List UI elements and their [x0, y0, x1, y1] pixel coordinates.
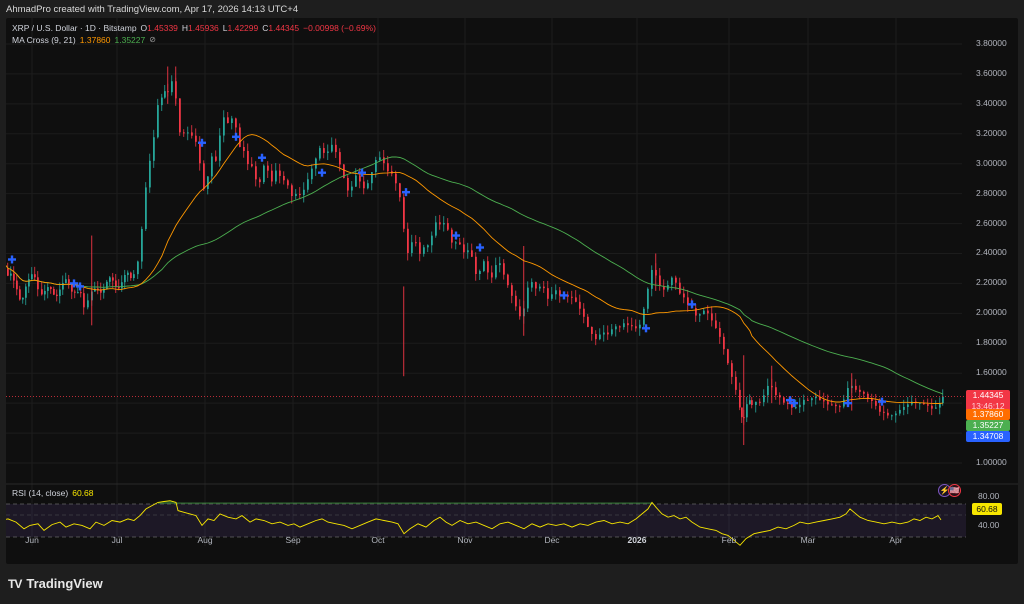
tradingview-brand: TV TradingView — [8, 576, 103, 591]
low-value: 1.42299 — [227, 23, 259, 33]
tradingview-logo-icon: TV — [8, 576, 22, 591]
time-tick-label: Dec — [544, 535, 560, 545]
ma-cross-marker — [476, 243, 484, 252]
ma-fast-tag: 1.37860 — [966, 409, 1010, 420]
price-tick-label: 2.80000 — [976, 187, 1007, 198]
brand-name: TradingView — [26, 576, 103, 591]
price-tick-label: 2.00000 — [976, 307, 1007, 318]
high-label: H — [181, 23, 189, 33]
economic-events[interactable]: ⚡ 🇺🇸 — [938, 484, 961, 497]
price-tick-label: 2.20000 — [976, 277, 1007, 288]
ma-row: MA Cross (9, 21) 1.37860 1.35227 ⊘ — [12, 34, 376, 46]
ma-cross-marker — [70, 279, 78, 288]
ma-cross-marker — [642, 324, 650, 333]
open-label: O — [140, 23, 148, 33]
price-tick-label: 2.60000 — [976, 217, 1007, 228]
time-tick-label: Sep — [285, 535, 301, 545]
right-edge — [1018, 18, 1024, 564]
time-tick-label: Feb — [721, 535, 737, 545]
time-tick-label: Aug — [197, 535, 213, 545]
low-label: L — [222, 23, 228, 33]
price-tick-label: 3.20000 — [976, 127, 1007, 138]
price-tick-label: 2.40000 — [976, 247, 1007, 258]
close-value: 1.44345 — [268, 23, 300, 33]
rsi-legend: RSI (14, close) 60.68 — [12, 488, 94, 498]
time-tick-label: Apr — [889, 535, 903, 545]
ma-slow-tag: 1.35227 — [966, 420, 1010, 431]
ohlc-row: XRP / U.S. Dollar · 1D · Bitstamp O 1.453… — [12, 22, 376, 34]
ma-cross-marker — [318, 168, 326, 177]
ma-fast-value: 1.37860 — [79, 35, 111, 45]
ma-cross-marker — [452, 231, 460, 240]
change-value: −0.00998 (−0.69%) — [303, 23, 376, 33]
price-tick-label: 1.00000 — [976, 456, 1007, 467]
open-value: 1.45339 — [147, 23, 178, 33]
rsi-level-80: 80.00 — [978, 491, 1000, 501]
high-value: 1.45936 — [188, 23, 219, 33]
price-tick-label: 3.00000 — [976, 157, 1007, 168]
price-tick-label: 1.80000 — [976, 337, 1007, 348]
bar-countdown: 13:46:12 — [971, 401, 1005, 411]
us-flag-icon[interactable]: 🇺🇸 — [948, 484, 961, 497]
ma-cross-marker — [76, 282, 84, 291]
ma-slow-value: 1.35227 — [114, 35, 146, 45]
symbol-name[interactable]: XRP / U.S. Dollar · 1D · Bitstamp — [12, 23, 137, 33]
symbol-legend: XRP / U.S. Dollar · 1D · Bitstamp O 1.453… — [12, 22, 376, 46]
last-price-value: 1.44345 — [972, 390, 1004, 400]
time-tick-label: Jul — [111, 535, 123, 545]
time-tick-label: 2026 — [627, 535, 647, 545]
ma-cross-marker — [402, 188, 410, 197]
time-tick-label: Oct — [371, 535, 385, 545]
ma-cross-marker — [358, 168, 366, 177]
chart-frame[interactable]: XRP / U.S. Dollar · 1D · Bitstamp O 1.453… — [6, 18, 1018, 564]
close-label: C — [262, 23, 269, 33]
credit-text: AhmadPro created with TradingView.com, A… — [6, 4, 299, 15]
price-tick-label: 3.80000 — [976, 38, 1007, 48]
ma-cross-marker — [878, 397, 886, 406]
ma-cross-marker — [232, 132, 240, 141]
rsi-value-tag: 60.68 — [972, 503, 1002, 515]
ma-cross-marker — [688, 300, 696, 309]
visibility-icon[interactable]: ⊘ — [149, 35, 156, 44]
ma-indicator-name[interactable]: MA Cross (9, 21) — [12, 35, 76, 45]
ma-cross-marker — [790, 399, 798, 408]
ma-cross-marker — [844, 399, 852, 408]
rsi-level-40: 40.00 — [978, 520, 1000, 530]
price-tick-label: 1.60000 — [976, 367, 1007, 378]
ma-cross-marker — [258, 153, 266, 162]
price-tick-label: 3.40000 — [976, 97, 1007, 108]
ma-cross-marker — [8, 255, 16, 264]
time-tick-label: Nov — [457, 535, 473, 545]
time-tick-label: Jun — [25, 535, 39, 545]
rsi-value: 60.68 — [72, 488, 94, 498]
rsi-indicator-name[interactable]: RSI (14, close) — [12, 488, 69, 498]
price-tick-label: 3.60000 — [976, 67, 1007, 78]
time-tick-label: Mar — [800, 535, 816, 545]
ma-cross-marker — [198, 138, 206, 147]
cross-price-tag: 1.34708 — [966, 431, 1010, 442]
last-price-tag: 1.44345 13:46:12 — [966, 390, 1010, 412]
price-chart-canvas[interactable] — [6, 18, 1018, 564]
ma-cross-marker — [560, 291, 568, 300]
